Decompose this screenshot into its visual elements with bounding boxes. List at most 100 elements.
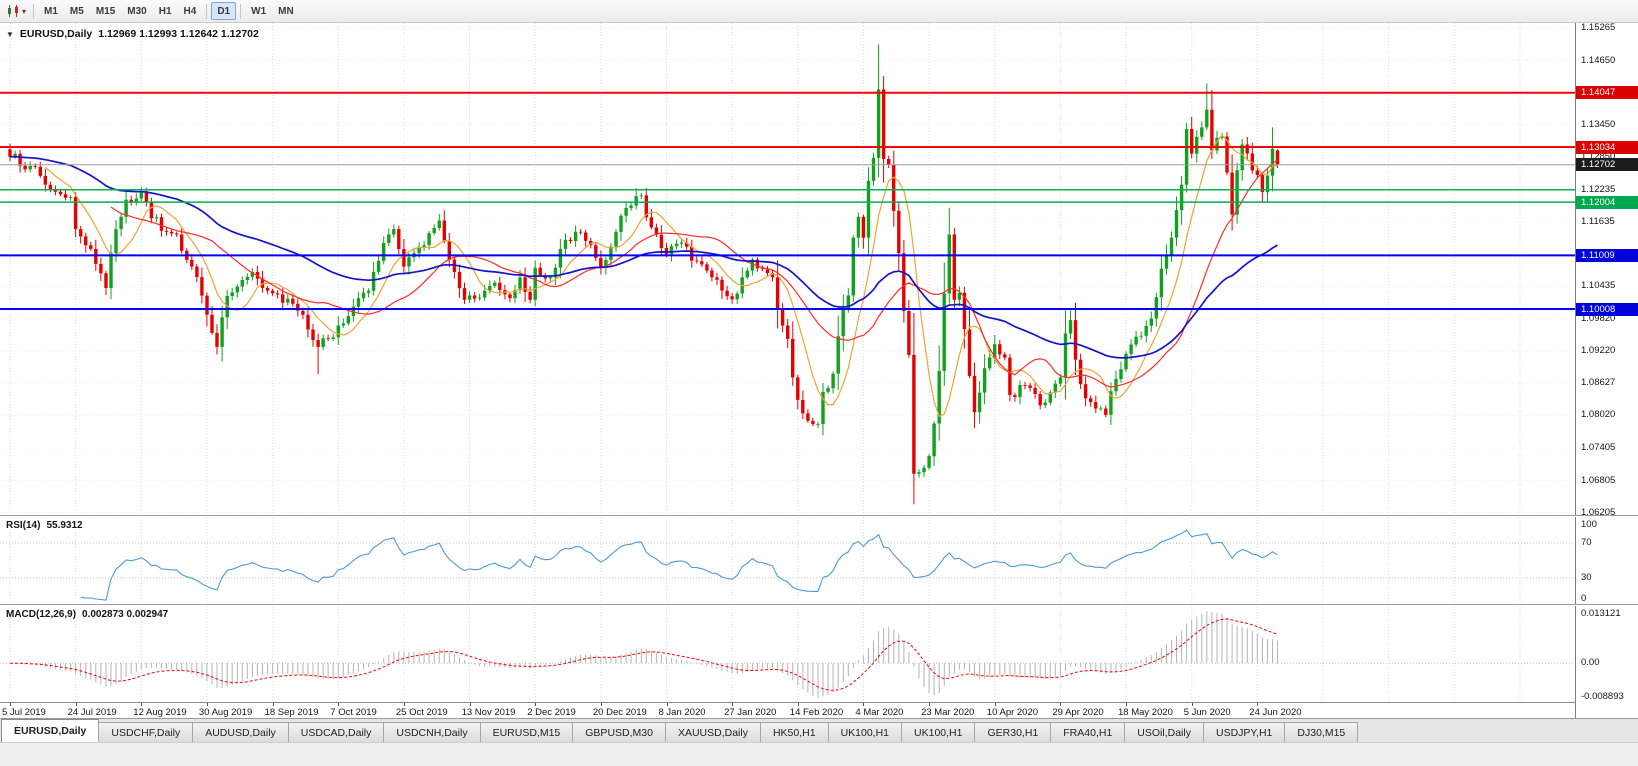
panel-separator[interactable]: [0, 515, 1638, 517]
timeframe-button-d1[interactable]: D1: [211, 2, 237, 20]
chart-symbol-label: EURUSD,Daily: [19, 28, 93, 40]
candles-layer: [8, 44, 1280, 505]
chart-tab-dj30-m15[interactable]: DJ30,M15: [1284, 722, 1359, 742]
price-axis-label: 1.09220: [1581, 345, 1616, 357]
macd-signal-line: [10, 618, 1278, 691]
timeframe-button-m5[interactable]: M5: [69, 5, 84, 17]
time-axis-label: 4 Mar 2020: [855, 707, 904, 718]
time-axis-label: 13 Nov 2019: [461, 707, 516, 718]
rsi-axis-label: 70: [1581, 537, 1592, 549]
timeframe-button-h4[interactable]: H4: [183, 5, 197, 17]
rsi-axis-label: 0: [1581, 593, 1587, 604]
time-axis-tick: [535, 703, 537, 706]
rsi-line: [80, 529, 1278, 601]
chart-header: ▼ EURUSD,Daily 1.12969 1.12993 1.12642 1…: [6, 28, 259, 40]
chart-tab-fra40-h1[interactable]: FRA40,H1: [1050, 722, 1126, 742]
time-axis-label: 5 Jun 2020: [1183, 707, 1231, 718]
time-axis-tick: [1191, 703, 1193, 706]
rsi-panel[interactable]: [0, 517, 1575, 604]
chart-tab-ger30-h1[interactable]: GER30,H1: [974, 722, 1052, 742]
chart-tab-hk50-h1[interactable]: HK50,H1: [759, 722, 829, 742]
time-axis-tick: [469, 703, 471, 706]
time-axis-label: 24 Jul 2019: [67, 707, 117, 718]
chart-tab-usdjpy-h1[interactable]: USDJPY,H1: [1202, 722, 1286, 742]
timeframe-button-h1[interactable]: H1: [158, 5, 172, 17]
price-axis[interactable]: 1.15265 1.14650 1.13450 1.12850 1.12235 1.116…: [1575, 21, 1638, 718]
toolbar-separator: [240, 3, 242, 19]
time-axis[interactable]: 5 Jul 2019 24 Jul 2019 12 Aug 2019 30 Aug 2…: [0, 702, 1575, 718]
chart-tab-xauusd-daily[interactable]: XAUUSD,Daily: [664, 722, 761, 742]
price-line-badge: 1.14047: [1576, 86, 1638, 100]
macd-title: MACD(12,26,9) 0.002873 0.002947: [6, 609, 168, 620]
time-axis-label: 20 Dec 2019: [592, 707, 647, 718]
expand-arrow-icon[interactable]: ▼: [6, 29, 14, 39]
time-axis-tick: [863, 703, 865, 706]
time-axis-tick: [1060, 703, 1062, 706]
macd-panel[interactable]: [0, 606, 1575, 702]
time-axis-tick: [338, 703, 340, 706]
candlestick-chart[interactable]: [0, 23, 1575, 515]
time-axis-label: 27 Jan 2020: [724, 707, 777, 718]
price-axis-label: 1.08020: [1581, 409, 1616, 421]
time-axis-label: 24 Jun 2020: [1249, 707, 1302, 718]
price-axis-label: 1.12235: [1581, 183, 1616, 195]
time-axis-label: 29 Apr 2020: [1052, 707, 1104, 718]
timeframe-toolbar: ▾ M1 M5 M15 M30 H1 H4 D1 W1 MN: [0, 0, 1638, 23]
price-axis-label: 1.09820: [1581, 313, 1616, 325]
chart-tab-gbpusd-m30[interactable]: GBPUSD,M30: [572, 722, 666, 742]
time-axis-tick: [206, 703, 208, 706]
chart-tab-uk100-h1[interactable]: UK100,H1: [827, 722, 903, 742]
chart-type-icon[interactable]: [4, 3, 22, 20]
time-axis-tick: [600, 703, 602, 706]
timeframe-buttons: M1 M5 M15 M30 H1 H4 D1 W1 MN: [38, 2, 300, 20]
timeframe-button-m30[interactable]: M30: [127, 5, 147, 17]
chart-tab-usdcnh-daily[interactable]: USDCNH,Daily: [383, 722, 481, 742]
price-line-badge: 1.13034: [1576, 140, 1638, 154]
rsi-axis-label: 30: [1581, 571, 1592, 583]
timeframe-button-mn[interactable]: MN: [278, 5, 294, 17]
macd-axis-label: -0.008893: [1581, 691, 1624, 702]
time-axis-tick: [797, 703, 799, 706]
chart-tab-eurusd-daily[interactable]: EURUSD,Daily: [1, 719, 100, 742]
macd-label: MACD(12,26,9): [6, 609, 77, 620]
chart-tab-usdchf-daily[interactable]: USDCHF,Daily: [98, 722, 194, 742]
price-axis-label: 1.08627: [1581, 376, 1616, 388]
chart-tab-audusd-daily[interactable]: AUDUSD,Daily: [192, 722, 289, 742]
time-axis-tick: [929, 703, 931, 706]
panel-separator[interactable]: [0, 604, 1638, 606]
rsi-value: 55.9312: [46, 520, 83, 531]
chart-tabs-bar: EURUSD,Daily USDCHF,Daily AUDUSD,Daily USDC…: [0, 718, 1638, 742]
time-axis-tick: [141, 703, 143, 706]
time-axis-label: 25 Oct 2019: [395, 707, 448, 718]
chart-tab-usoil-daily[interactable]: USOil,Daily: [1124, 722, 1204, 742]
price-line-badge: 1.12004: [1576, 195, 1638, 209]
price-line-badge: 1.11009: [1576, 248, 1638, 262]
price-axis-label: 1.07405: [1581, 442, 1616, 454]
price-axis-label: 1.15265: [1581, 21, 1616, 33]
timeframe-button-m15[interactable]: M15: [95, 5, 116, 17]
rsi-title: RSI(14) 55.9312: [6, 520, 83, 531]
time-axis-tick: [403, 703, 405, 706]
time-axis-tick: [272, 703, 274, 706]
price-line-badge: 1.10008: [1576, 302, 1638, 316]
time-axis-label: 2 Dec 2019: [527, 707, 576, 718]
price-axis-label: 1.12850: [1581, 150, 1616, 162]
chart-tab-uk100-h1[interactable]: UK100,H1: [901, 722, 976, 742]
horizontal-lines-layer[interactable]: [0, 91, 1575, 310]
price-axis-label: 1.14650: [1581, 54, 1616, 66]
chart-tab-eurusd-m15[interactable]: EURUSD,M15: [479, 722, 574, 742]
chart-ohlc-label: 1.12969 1.12993 1.12642 1.12702: [98, 28, 259, 40]
price-line-badge: 1.12702: [1576, 158, 1638, 172]
timeframe-button-m1[interactable]: M1: [44, 5, 58, 17]
rsi-label: RSI(14): [6, 520, 41, 531]
macd-axis-label: 0.00: [1581, 657, 1600, 669]
timeframe-button-w1[interactable]: W1: [251, 5, 267, 17]
time-axis-label: 7 Oct 2019: [330, 707, 377, 718]
time-axis-tick: [1126, 703, 1127, 706]
chart-type-caret-icon[interactable]: ▾: [22, 6, 27, 16]
time-axis-label: 18 Sep 2019: [264, 707, 319, 718]
time-axis-label: 8 Jan 2020: [658, 707, 706, 718]
macd-values: 0.002873 0.002947: [82, 609, 169, 620]
chart-tab-usdcad-daily[interactable]: USDCAD,Daily: [287, 722, 385, 742]
